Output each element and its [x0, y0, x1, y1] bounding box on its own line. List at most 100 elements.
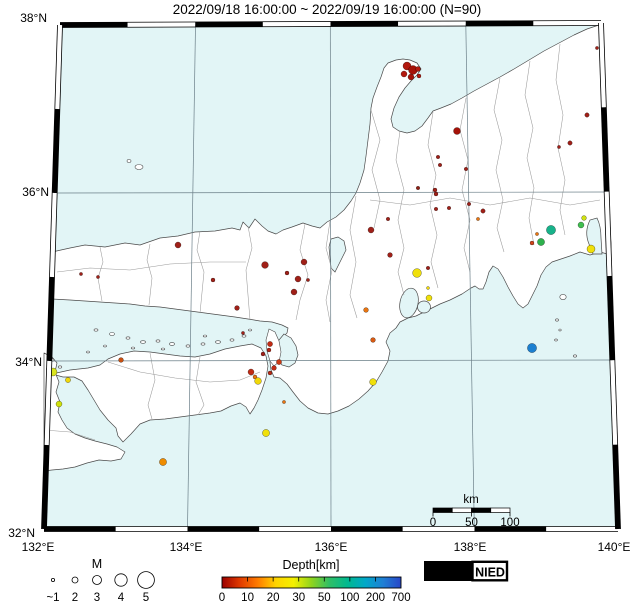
earthquake-dot — [415, 66, 421, 72]
frame-edge-line — [41, 24, 58, 530]
frame-segment — [46, 276, 55, 362]
legend-depth: Depth[km] 0 10 20 30 50 100 200 700 — [219, 558, 411, 604]
hinet-logo-text: Hi-net — [428, 564, 459, 580]
earthquake-dot — [437, 162, 443, 168]
earthquake-dot — [546, 225, 556, 235]
earthquake-dot — [415, 185, 421, 191]
islet — [169, 342, 175, 346]
lat-label: 34°N — [15, 355, 42, 369]
magnitude-legend-circle — [51, 578, 56, 583]
lon-label: 134°E — [170, 540, 203, 554]
islet — [125, 336, 131, 340]
lat-label: 36°N — [22, 185, 49, 199]
lat-label: 38°N — [20, 11, 47, 25]
scalebar-segment — [451, 507, 472, 513]
earthquake-dot — [480, 208, 486, 214]
shikoku-island — [51, 343, 269, 443]
scalebar-segment — [490, 507, 511, 513]
frame-segment — [609, 360, 618, 445]
scalebar-tick-label: 100 — [500, 517, 519, 529]
earthquake-dot — [284, 270, 290, 276]
earthquake-dot — [210, 277, 216, 283]
magnitude-legend-circle — [71, 576, 79, 584]
earthquake-dot — [577, 221, 585, 229]
magnitude-legend-tick: 5 — [143, 592, 149, 604]
islet — [109, 332, 115, 336]
earthquake-dot — [294, 275, 302, 283]
frame-segment — [604, 191, 612, 277]
earthquake-dot — [412, 268, 422, 278]
earthquake-dot — [118, 357, 124, 363]
earthquake-dot — [416, 73, 422, 79]
earthquake-dot — [271, 365, 277, 371]
earthquake-dot — [96, 275, 100, 279]
magnitude-legend-tick: 3 — [94, 592, 100, 604]
bays-and-lakes — [275, 217, 603, 368]
map-frame — [41, 20, 621, 532]
magnitude-legend-title: M — [92, 557, 102, 571]
scalebar-tick-label: 50 — [465, 517, 478, 529]
depth-colorbar — [221, 576, 402, 589]
earthquake-dot — [400, 70, 408, 78]
earthquake-layer — [48, 46, 599, 466]
earthquake-dot — [581, 215, 587, 221]
earthquake-dot — [267, 370, 273, 376]
colorbar-tick-label: 10 — [241, 592, 254, 604]
magnitude-legend-circle — [114, 573, 128, 587]
landmass — [43, 23, 612, 472]
earthquake-dot — [65, 377, 71, 383]
colorbar-tick-label: 100 — [340, 592, 359, 604]
islet — [558, 328, 562, 332]
grid-layer — [49, 23, 613, 530]
frame-edge-line — [598, 22, 616, 530]
earthquake-dot — [306, 278, 310, 282]
earthquake-dot — [466, 201, 472, 207]
lon-label: 140°E — [598, 540, 631, 554]
magnitude-legend-circle — [92, 575, 102, 585]
colorbar-tick-label: 0 — [219, 592, 225, 604]
islet — [140, 340, 146, 344]
earthquake-dot — [537, 238, 545, 246]
depth-legend-title: Depth[km] — [283, 558, 340, 572]
magnitude-legend-tick: ~1 — [46, 592, 59, 604]
islet — [555, 318, 559, 322]
earthquake-dot — [535, 232, 539, 236]
earthquake-dot — [432, 187, 438, 193]
earthquake-dot — [529, 240, 535, 246]
frame-segment — [44, 360, 52, 446]
earthquake-dot — [595, 46, 599, 50]
magnitude-legend-circle — [137, 571, 155, 589]
gridline — [57, 191, 607, 194]
islet — [86, 350, 90, 354]
frame-segment — [49, 192, 58, 278]
earthquake-dot — [446, 205, 452, 211]
colorbar-tick-label: 200 — [366, 592, 385, 604]
islet — [229, 338, 235, 342]
lat-label: 32°N — [8, 526, 35, 540]
earthquake-dot — [433, 191, 439, 197]
colorbar-tick-label: 50 — [318, 592, 331, 604]
gridline — [329, 24, 332, 530]
earthquake-dot — [425, 294, 433, 302]
earthquake-dot — [435, 154, 441, 160]
frame-segment — [52, 108, 60, 194]
earthquake-dot — [433, 206, 439, 212]
hinet-nied-logo: Hi-net NIED — [424, 560, 509, 582]
earthquake-dot — [241, 331, 245, 335]
islet — [185, 344, 191, 348]
islet — [93, 328, 99, 332]
earthquake-dot — [262, 429, 270, 437]
legend-magnitude: M ~1 2 3 4 5 — [46, 557, 155, 604]
earthquake-dot — [476, 217, 480, 221]
colorbar-tick-label: 700 — [391, 592, 410, 604]
earthquake-dot — [267, 341, 273, 347]
islet — [215, 340, 221, 344]
earthquake-dot — [370, 337, 376, 343]
frame-segment — [612, 444, 621, 530]
earthquake-dot — [254, 377, 262, 385]
frame-segment — [54, 24, 63, 110]
islet — [57, 365, 63, 369]
islet — [200, 342, 206, 346]
